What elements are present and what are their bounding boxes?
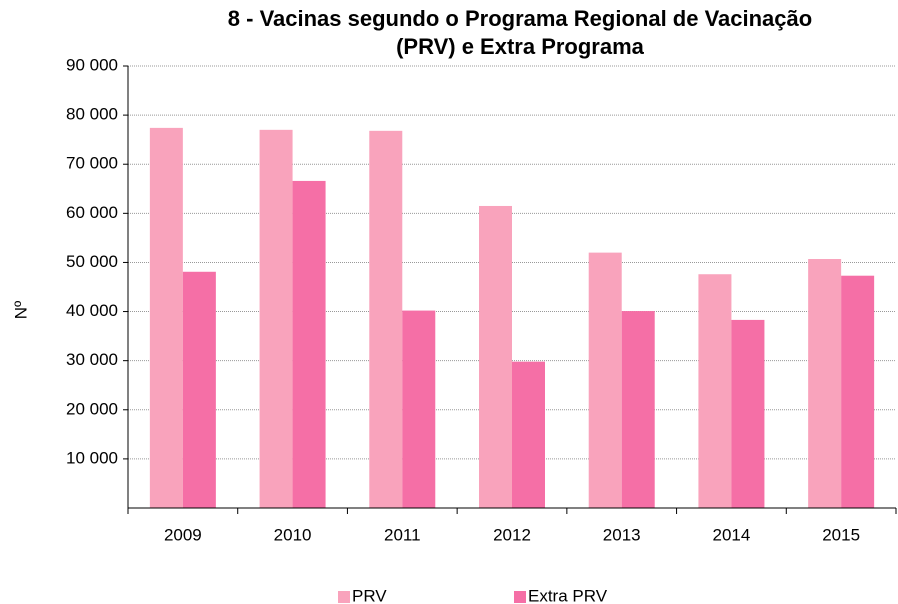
bar	[698, 274, 732, 508]
bar	[149, 127, 183, 508]
bar	[841, 275, 875, 508]
x-tick-label: 2012	[493, 525, 531, 544]
chart-title: (PRV) e Extra Programa	[396, 34, 645, 59]
bar	[588, 252, 622, 508]
bar	[402, 310, 436, 508]
y-axis-label: Nº	[11, 301, 30, 320]
y-tick-label: 40 000	[66, 301, 118, 320]
y-tick-label: 70 000	[66, 154, 118, 173]
legend-swatch	[338, 591, 350, 603]
y-tick-label: 60 000	[66, 203, 118, 222]
x-tick-label: 2011	[384, 525, 421, 544]
chart-title: 8 - Vacinas segundo o Programa Regional …	[228, 6, 812, 31]
bar	[292, 180, 326, 509]
bar	[808, 259, 842, 508]
x-tick-label: 2010	[274, 525, 312, 544]
bar	[621, 311, 655, 508]
y-tick-label: 80 000	[66, 105, 118, 124]
x-tick-label: 2015	[822, 525, 860, 544]
bar	[512, 361, 545, 508]
y-tick-label: 30 000	[66, 350, 118, 369]
bar	[369, 130, 403, 508]
y-tick-label: 90 000	[66, 55, 118, 74]
bar	[182, 271, 216, 508]
legend-swatch	[514, 591, 526, 603]
bar	[259, 129, 293, 508]
legend-label: Extra PRV	[528, 586, 608, 604]
y-tick-label: 10 000	[66, 448, 118, 467]
bar	[479, 205, 512, 508]
y-tick-label: 20 000	[66, 399, 118, 418]
x-tick-label: 2009	[164, 525, 202, 544]
bar	[731, 319, 765, 508]
y-tick-label: 50 000	[66, 252, 118, 271]
x-tick-label: 2013	[603, 525, 641, 544]
x-tick-label: 2014	[713, 525, 751, 544]
legend-label: PRV	[352, 586, 387, 604]
